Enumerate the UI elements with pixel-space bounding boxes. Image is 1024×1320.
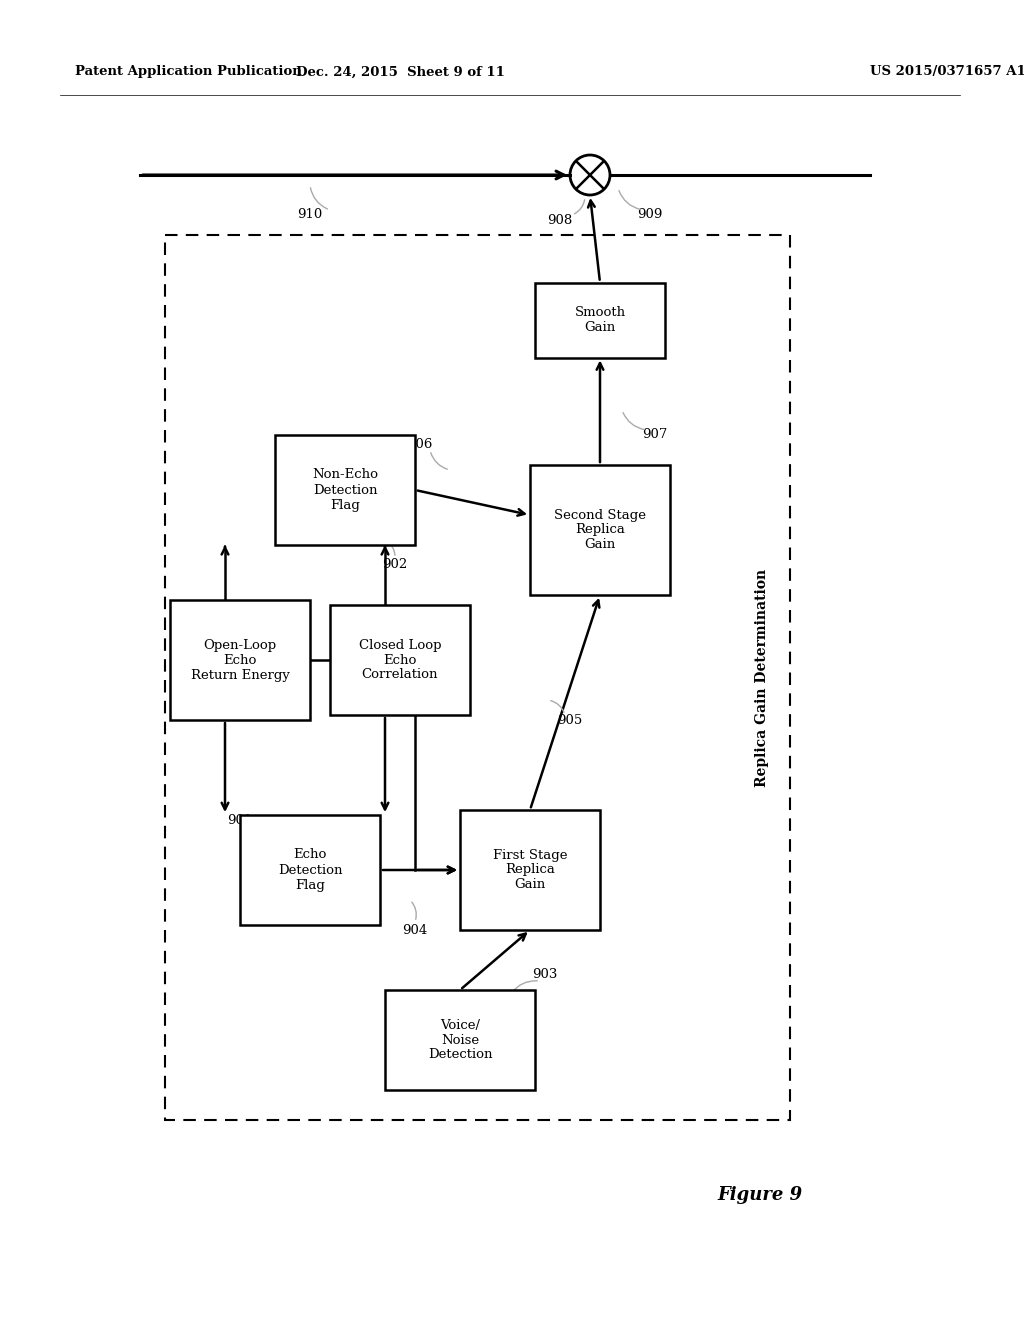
Bar <box>170 601 310 719</box>
Text: US 2015/0371657 A1: US 2015/0371657 A1 <box>870 66 1024 78</box>
Text: 904: 904 <box>402 924 428 936</box>
Text: Non-Echo
Detection
Flag: Non-Echo Detection Flag <box>312 469 378 511</box>
Text: Replica Gain Determination: Replica Gain Determination <box>755 569 769 787</box>
Bar <box>385 990 535 1090</box>
Text: 909: 909 <box>637 209 663 222</box>
Text: Figure 9: Figure 9 <box>718 1185 803 1204</box>
Text: 906: 906 <box>408 438 433 451</box>
Text: 908: 908 <box>548 214 572 227</box>
Text: Dec. 24, 2015  Sheet 9 of 11: Dec. 24, 2015 Sheet 9 of 11 <box>296 66 505 78</box>
Text: Open-Loop
Echo
Return Energy: Open-Loop Echo Return Energy <box>190 639 290 681</box>
Text: 901: 901 <box>227 813 253 826</box>
Text: Patent Application Publication: Patent Application Publication <box>75 66 302 78</box>
Text: Closed Loop
Echo
Correlation: Closed Loop Echo Correlation <box>358 639 441 681</box>
Text: Second Stage
Replica
Gain: Second Stage Replica Gain <box>554 508 646 552</box>
Text: 905: 905 <box>557 714 583 726</box>
Bar <box>330 605 470 715</box>
Text: 910: 910 <box>297 209 323 222</box>
Text: 907: 907 <box>642 429 668 441</box>
Bar <box>165 235 790 1119</box>
Text: Echo
Detection
Flag: Echo Detection Flag <box>278 849 342 891</box>
Bar <box>275 436 415 545</box>
Bar <box>530 465 670 595</box>
Text: 902: 902 <box>382 558 408 572</box>
Text: 903: 903 <box>532 969 558 982</box>
Text: First Stage
Replica
Gain: First Stage Replica Gain <box>493 849 567 891</box>
Bar <box>535 282 665 358</box>
Bar <box>460 810 600 931</box>
Bar <box>240 814 380 925</box>
Text: Voice/
Noise
Detection: Voice/ Noise Detection <box>428 1019 493 1061</box>
Text: Smooth
Gain: Smooth Gain <box>574 306 626 334</box>
